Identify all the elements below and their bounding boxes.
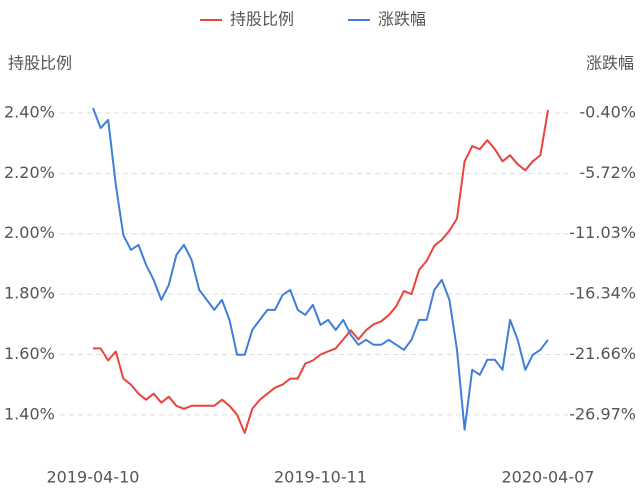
y-tick-label: 2.40% xyxy=(4,103,55,122)
y2-tick-label: -21.66% xyxy=(569,344,636,363)
y2-tick-label: -5.72% xyxy=(579,163,636,182)
series-line xyxy=(92,107,549,431)
y-tick-label: 1.60% xyxy=(4,344,55,363)
legend-label: 涨跌幅 xyxy=(378,10,426,29)
y-axis-title: 持股比例 xyxy=(8,54,72,73)
y2-tick-label: -26.97% xyxy=(569,404,636,423)
x-tick-label: 2019-10-11 xyxy=(274,468,367,487)
series-line xyxy=(93,109,549,434)
y2-tick-label: -11.03% xyxy=(569,223,636,242)
y2-tick-label: -16.34% xyxy=(569,284,636,303)
y-tick-label: 1.80% xyxy=(4,284,55,303)
y2-tick-label: -0.40% xyxy=(579,103,636,122)
y-tick-label: 2.00% xyxy=(4,223,55,242)
y2-axis-title: 涨跌幅 xyxy=(586,54,634,73)
legend-label: 持股比例 xyxy=(230,10,294,29)
y-tick-label: 2.20% xyxy=(4,163,55,182)
x-tick-label: 2020-04-07 xyxy=(502,468,595,487)
x-tick-label: 2019-04-10 xyxy=(47,468,140,487)
y-tick-label: 1.40% xyxy=(4,404,55,423)
